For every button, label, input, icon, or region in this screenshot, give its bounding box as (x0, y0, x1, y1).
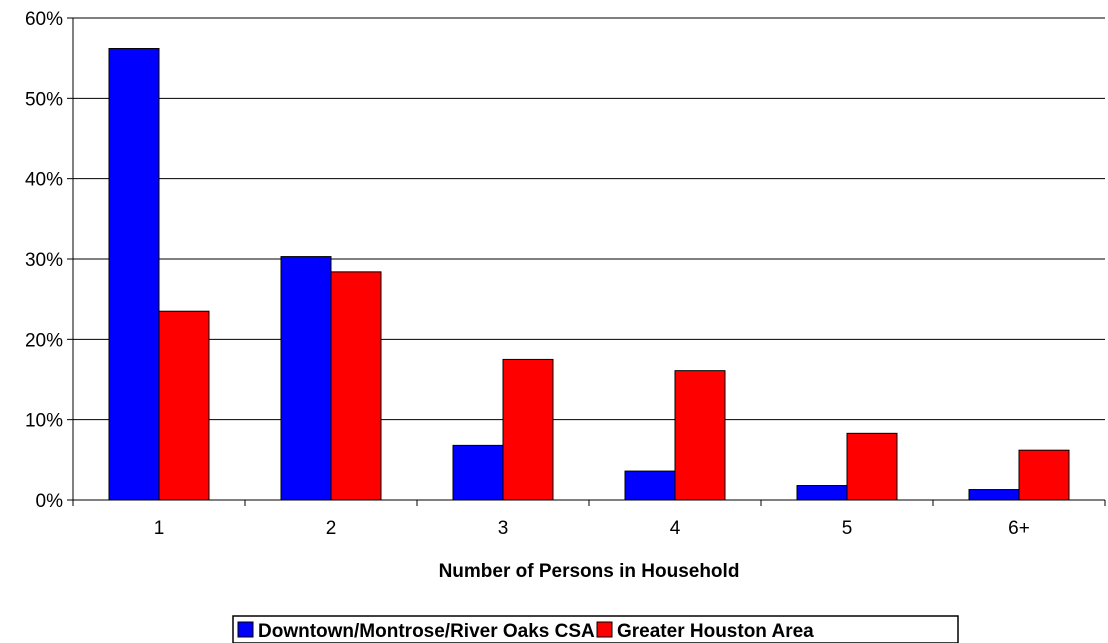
bar-houston-5 (846, 432, 898, 501)
x-tick-label: 5 (842, 518, 853, 539)
legend-swatch-houston (596, 621, 613, 638)
gridlines (73, 17, 1105, 421)
y-tick-label: 10% (25, 411, 63, 432)
axes (67, 17, 1106, 506)
bar-csa-4 (624, 470, 676, 501)
y-tick-label: 40% (25, 170, 63, 191)
y-tick-label: 0% (36, 491, 64, 512)
y-tick-label: 30% (25, 250, 63, 271)
bar-csa-2 (280, 256, 332, 501)
x-tick-label: 3 (498, 518, 509, 539)
bar-csa-1 (108, 48, 160, 501)
bar-houston-1 (158, 310, 210, 501)
x-tick-label: 6+ (1008, 518, 1030, 539)
bar-houston-4 (674, 370, 726, 501)
bar-csa-3 (452, 444, 504, 501)
y-tick-label: 20% (25, 330, 63, 351)
legend: Downtown/Montrose/River Oaks CSA Greater … (232, 615, 959, 643)
x-tick-labels: 1 2 3 4 5 6+ (154, 518, 1030, 539)
y-tick-label: 60% (25, 9, 63, 30)
bar-csa-5 (796, 485, 848, 501)
legend-label-houston: Greater Houston Area (617, 621, 814, 642)
x-axis-title: Number of Persons in Household (439, 561, 740, 582)
bar-houston-2 (330, 271, 382, 501)
bar-houston-6plus (1018, 449, 1070, 501)
legend-box (232, 615, 959, 643)
legend-label-csa: Downtown/Montrose/River Oaks CSA (258, 621, 595, 642)
bar-houston-3 (502, 358, 554, 501)
y-tick-labels: 0% 10% 20% 30% 40% 50% 60% (25, 9, 63, 512)
x-tick-label: 4 (670, 518, 681, 539)
bars (108, 48, 1070, 501)
bar-csa-6plus (968, 489, 1020, 501)
y-tick-label: 50% (25, 89, 63, 110)
x-tick-label: 2 (326, 518, 337, 539)
x-tick-label: 1 (154, 518, 165, 539)
legend-swatch-csa (237, 621, 254, 638)
